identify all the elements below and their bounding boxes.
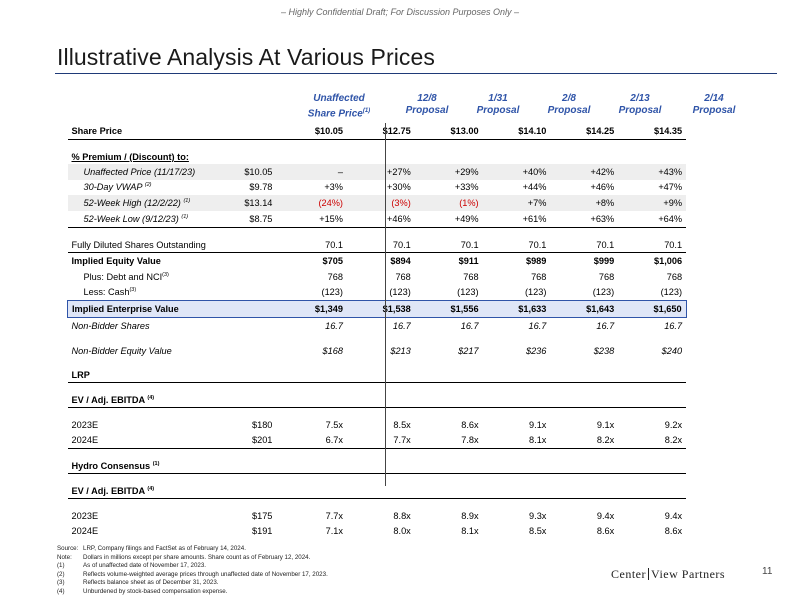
footnote-source: Source: LRP, Company filings and FactSet … [57,545,246,552]
footnote-1: (1) As of unaffected date of November 17,… [57,562,207,569]
table-row-lrp-ev-ebitda: EV / Adj. EBITDA (4) [67,382,753,408]
table-row-premium-unaffected: Unaffected Price (11/17/23) $10.05 – +27… [67,163,753,180]
table-row-fdso: Fully Diluted Shares Outstanding 70.1 70… [71,239,683,250]
table-row-hydro-2023: 2023E $175 7.7x 8.8x 8.9x 9.3x 9.4x 9.4x [71,510,683,521]
logo-divider [648,568,649,580]
table-row-cash: Less: Cash(3) (123) (123) (123) (123) (1… [83,287,683,298]
column-header-12-8: 12/8 Proposal [405,93,449,116]
table-row-premium-52w-low: 52-Week Low (9/12/23) (1) $8.75 +15% +46… [67,211,753,228]
footnote-3: (3) Reflects balance sheet as of December… [57,579,219,586]
table-row-premium-52w-high: 52-Week High (12/2/22) (1) $13.14 (24%) … [67,195,753,212]
column-header-2-13: 2/13 Proposal [618,93,662,116]
analysis-table: Share Price $10.05 $12.75 $13.00 $14.10 … [66,123,753,539]
table-row-enterprise-value: Implied Enterprise Value $1,349 $1,538 $… [66,300,753,319]
table-row-nonbidder-equity: Non-Bidder Equity Value $168 $213 $217 $… [71,345,683,356]
column-header-unaffected: Unaffected Share Price(1) [307,93,371,120]
table-row-nonbidder-shares: Non-Bidder Shares 16.7 16.7 16.7 16.7 16… [71,321,683,332]
table-row-premium-header: % Premium / (Discount) to: [71,151,189,162]
column-header-1-31: 1/31 Proposal [476,93,520,116]
table-row-premium-vwap: 30-Day VWAP (2) $9.78 +3% +30% +33% +44%… [83,182,683,193]
table-row-lrp-header: LRP [67,357,753,383]
table-row-hydro-2024: 2024E $191 7.1x 8.0x 8.1x 8.5x 8.6x 8.6x [71,525,683,536]
title-divider [55,73,777,74]
page-title: Illustrative Analysis At Various Prices [57,44,436,70]
centerview-logo: Center View Partners [611,567,726,581]
table-row-debt: Plus: Debt and NCI(3) 768 768 768 768 76… [83,271,683,282]
footnotes: Source: LRP, Company filings and FactSet … [57,545,328,596]
footnote-note: Note: Dollars in millions except per shar… [57,553,311,561]
table-row-lrp-2024: 2024E $201 6.7x 7.7x 7.8x 8.1x 8.2x 8.2x [67,431,753,449]
table-row-share-price: Share Price $10.05 $12.75 $13.00 $14.10 … [67,123,753,140]
table-row-hydro-ev-ebitda: EV / Adj. EBITDA (4) [67,473,753,499]
footnote-2: (2) Reflects volume-weighted average pric… [57,570,328,578]
footnote-4: (4) Unburdened by stock-based compensatio… [57,587,228,595]
column-header-2-8: 2/8 Proposal [547,93,591,116]
page-number: 11 [762,566,773,577]
column-header-2-14: 2/14 Proposal [692,93,736,116]
column-divider [385,123,386,486]
table-row-lrp-2023: 2023E $180 7.5x 8.5x 8.6x 9.1x 9.1x 9.2x [71,419,683,430]
confidential-banner: – Highly Confidential Draft; For Discuss… [280,7,520,17]
table-row-equity-value: Implied Equity Value $705 $894 $911 $989… [67,251,753,269]
table-row-hydro-header: Hydro Consensus (1) [67,448,753,474]
